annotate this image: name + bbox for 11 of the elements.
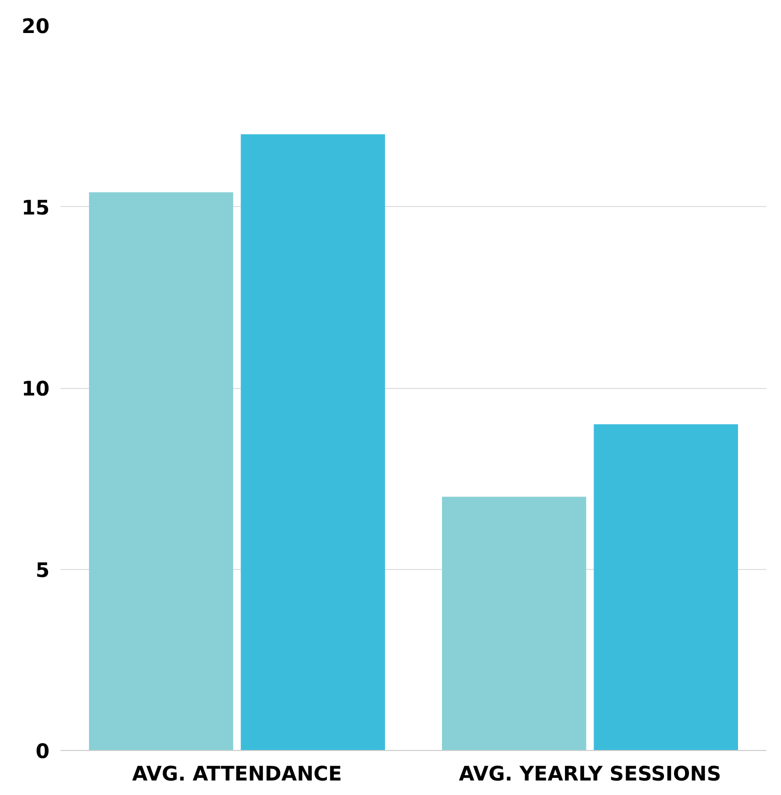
y-tick-label: 15: [22, 195, 50, 220]
bar: [594, 424, 738, 750]
y-tick-label: 0: [36, 739, 50, 763]
bar: [442, 496, 586, 750]
bar: [89, 192, 234, 750]
x-tick-label: AVG. ATTENDANCE: [132, 762, 342, 786]
bar: [240, 134, 385, 750]
y-tick-label: 5: [36, 558, 50, 582]
y-tick-label: 20: [22, 14, 50, 38]
y-tick-label: 10: [22, 376, 50, 400]
x-tick-label: AVG. YEARLY SESSIONS: [458, 762, 722, 786]
